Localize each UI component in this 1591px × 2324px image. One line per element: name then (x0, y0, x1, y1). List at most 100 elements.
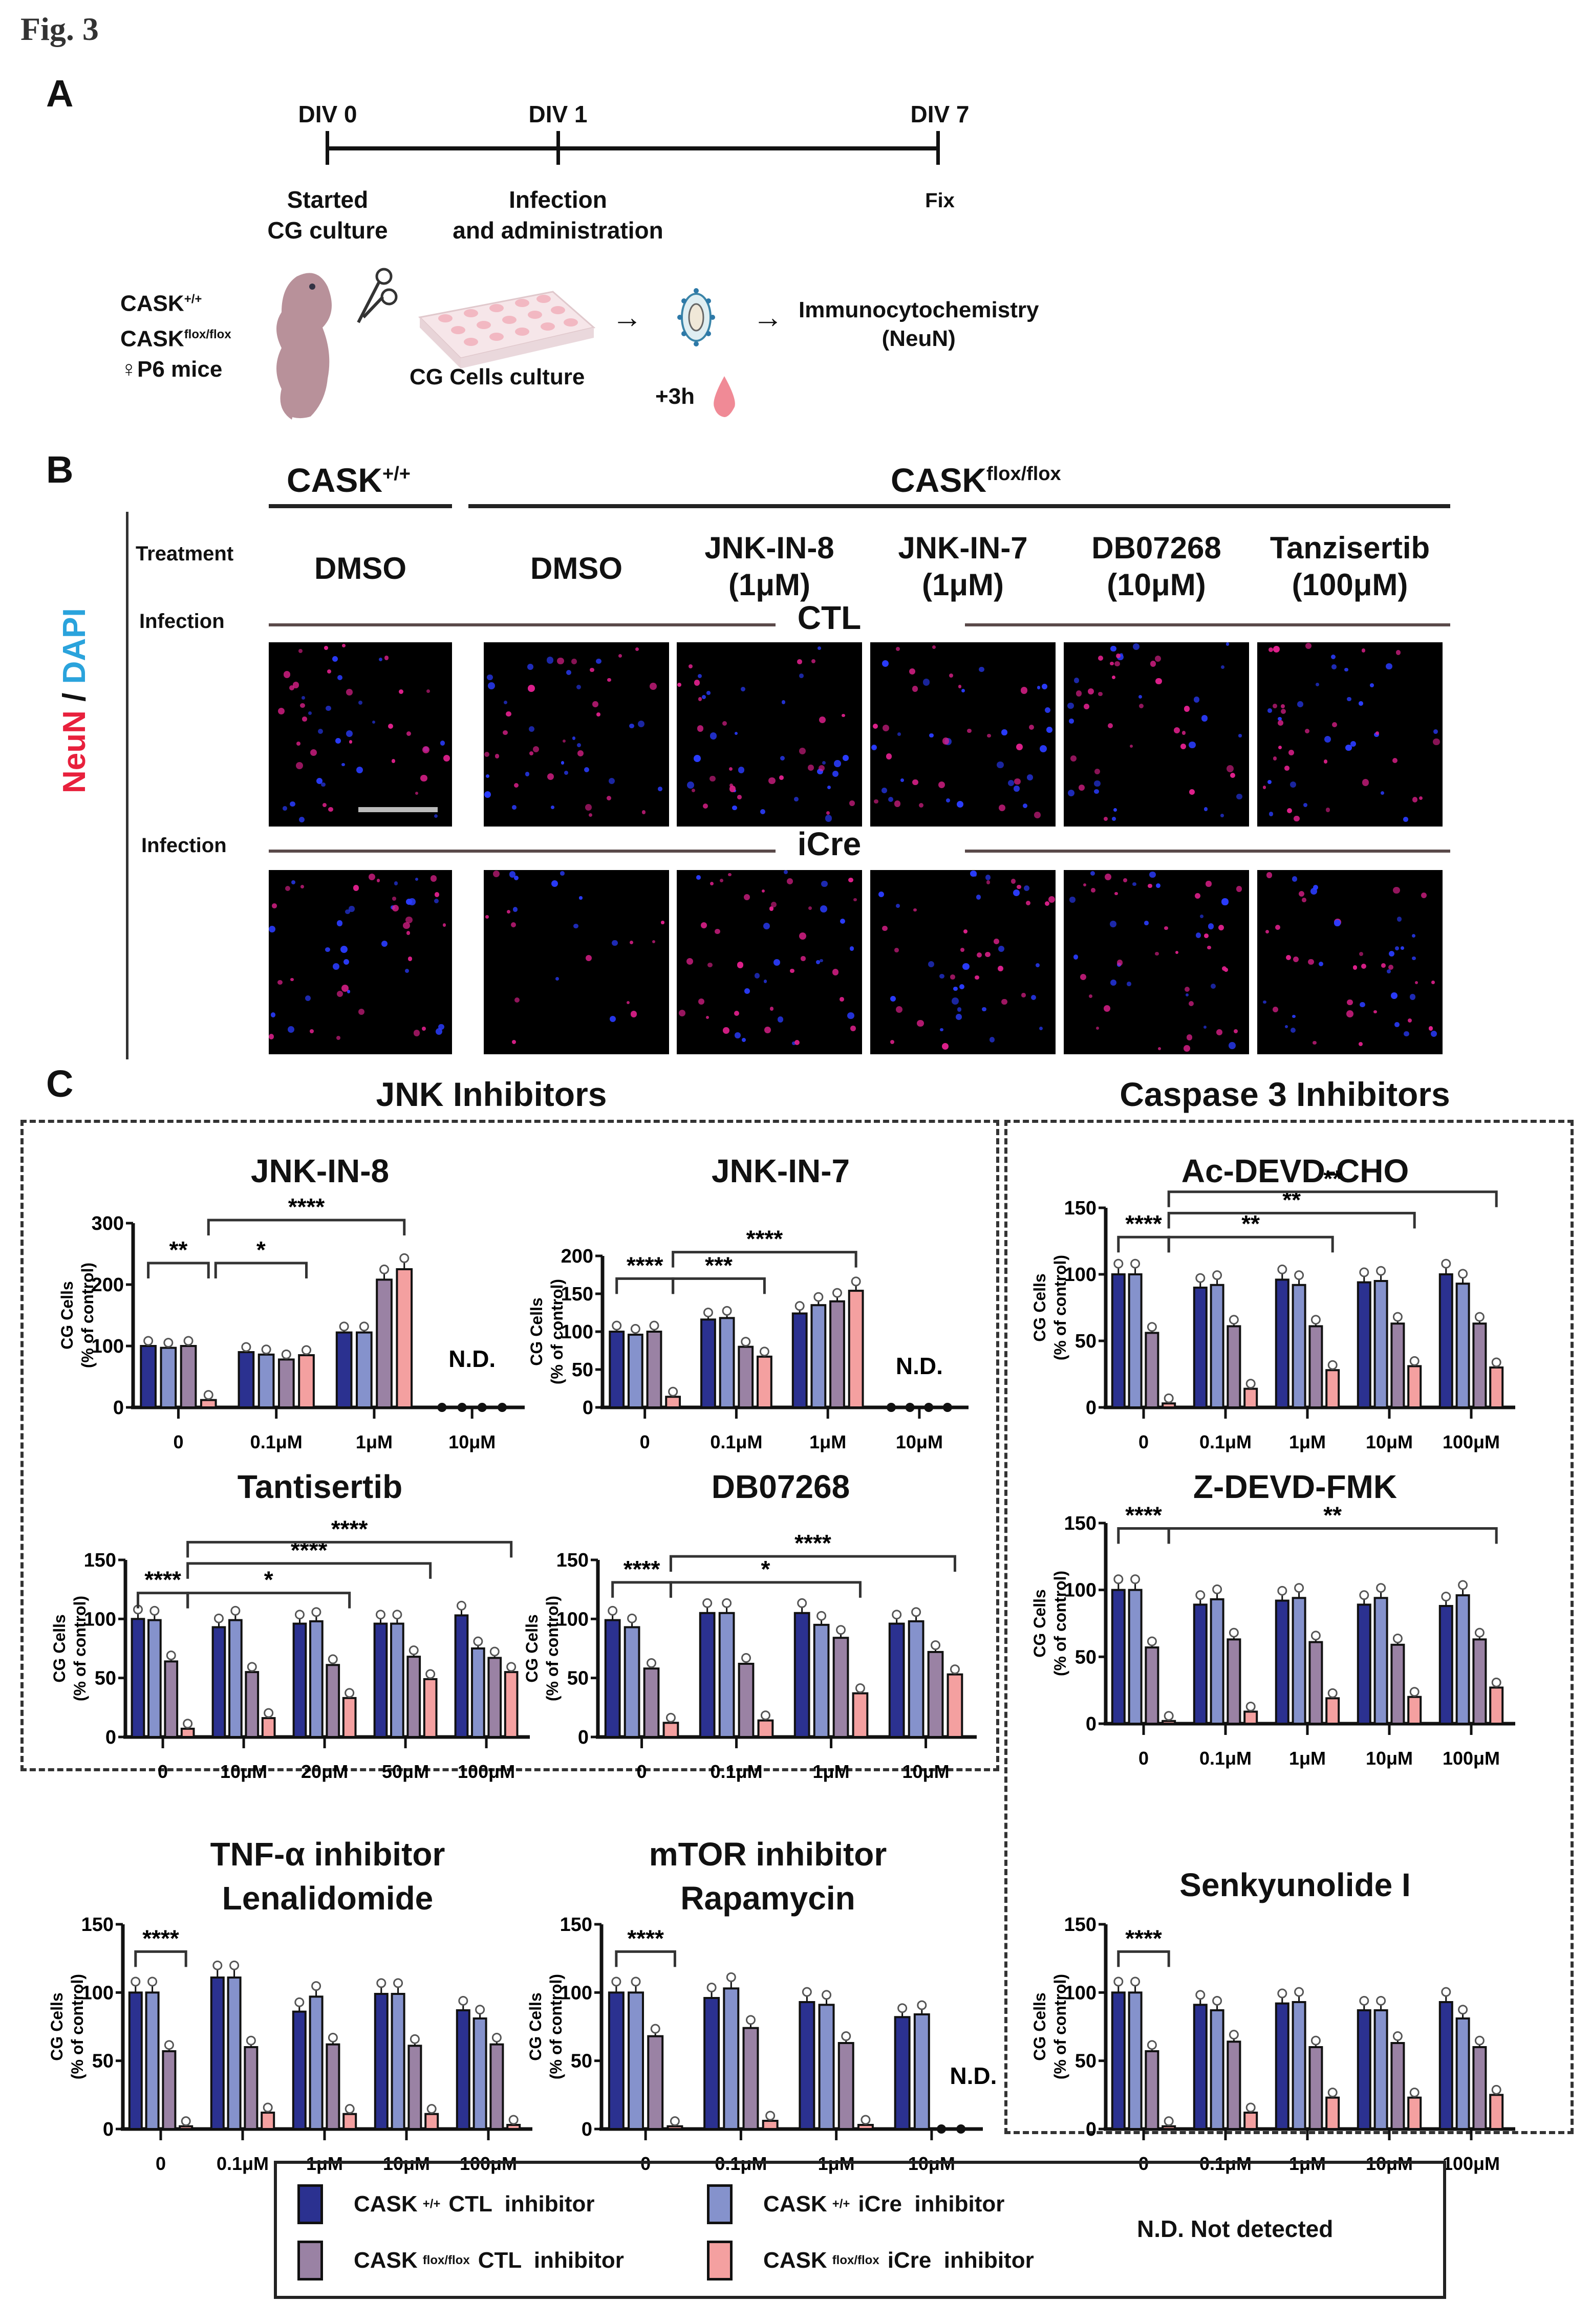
bar (238, 1351, 255, 1408)
data-point (147, 1977, 158, 1987)
significance-stars: ** (169, 1236, 188, 1263)
data-point (861, 2115, 871, 2125)
bar (604, 1619, 621, 1739)
bar (292, 1622, 307, 1738)
data-point (1277, 1264, 1287, 1274)
x-tick-label: 20μM (301, 1761, 348, 1782)
data-point (1164, 2116, 1174, 2126)
y-tick-label: 100 (1064, 1982, 1096, 2004)
data-point (706, 1983, 717, 1993)
bar (608, 1991, 625, 2130)
significance-stars: * (264, 1567, 273, 1593)
data-point (1458, 2005, 1468, 2015)
timeline-tick-1 (556, 131, 560, 165)
data-point (1229, 1627, 1239, 1638)
significance-bracket (1117, 1950, 1170, 1967)
data-point (408, 1645, 419, 1656)
data-point (311, 1607, 321, 1617)
bar (309, 1620, 324, 1738)
y-tick-label: 50 (1075, 2051, 1096, 2072)
x-tick-label: 1μM (1289, 1431, 1326, 1452)
y-tick-label: 0 (582, 2119, 592, 2140)
data-point (611, 1977, 621, 1987)
bar (406, 1656, 421, 1738)
bar (1390, 1643, 1405, 1725)
data-point (1376, 1266, 1386, 1276)
nd-label: N.D. (950, 2062, 997, 2089)
data-point (1294, 1270, 1304, 1280)
significance-bracket (1117, 1235, 1170, 1253)
bar (1193, 1287, 1208, 1408)
data-point (1147, 1322, 1157, 1332)
y-tick-label: 100 (560, 1982, 592, 2004)
bar (1243, 1710, 1258, 1725)
infection-rule-icre-left (269, 850, 776, 853)
panel-a-letter: A (46, 72, 74, 115)
data-point (1195, 1990, 1206, 2000)
data-point (166, 1650, 176, 1661)
significance-stars: *** (705, 1252, 733, 1278)
treatment-dose: (100μM) (1292, 568, 1408, 602)
chart-tantisertib: 0 50 100 150 CG Cells (% of control) 0 10μM 20μM… (50, 1515, 530, 1782)
data-point (649, 1320, 659, 1331)
data-point (183, 1336, 193, 1346)
bar (1472, 2046, 1487, 2130)
bar (1438, 1605, 1453, 1725)
bar (257, 1353, 275, 1408)
data-point (230, 1605, 241, 1616)
x-tick-label: 0.1μM (1199, 1431, 1252, 1452)
panel-b-vertical-rule (126, 512, 128, 1059)
bar (1373, 2009, 1388, 2130)
stain-separator: / (57, 684, 92, 711)
significance-stars: **** (331, 1515, 368, 1542)
x-tick-label: 10μM (902, 1761, 950, 1782)
data-point (345, 1688, 355, 1698)
y-tick-label: 100 (1064, 1580, 1096, 1601)
y-tick-label: 50 (1075, 1331, 1096, 1352)
bar (1373, 1280, 1388, 1408)
data-point (1310, 1315, 1321, 1325)
micrograph-ctl-4 (1064, 642, 1249, 827)
bar (700, 1318, 716, 1408)
significance-stars: ** (1241, 1210, 1260, 1237)
data-point (668, 1386, 678, 1397)
x-tick-label: 0 (637, 1761, 647, 1782)
y-tick-label: 150 (556, 1550, 589, 1571)
significance-bracket (615, 1277, 675, 1294)
y-tick-label: 150 (84, 1550, 116, 1571)
x-tick-label: 0 (1138, 1431, 1149, 1452)
bar (164, 1660, 179, 1738)
bar (1489, 1366, 1504, 1408)
bar (1162, 2125, 1176, 2131)
bar (1128, 1273, 1143, 1408)
y-tick-label: 50 (567, 1668, 589, 1689)
nd-label: N.D. (896, 1353, 943, 1379)
bar (1357, 2009, 1371, 2130)
nd-point (457, 1403, 467, 1412)
mouse-pup-icon (276, 273, 332, 424)
x-tick-label: 0.1μM (711, 1761, 763, 1782)
bar (1407, 1696, 1422, 1725)
data-point (1327, 1688, 1338, 1698)
data-point (1294, 1583, 1304, 1593)
bar (424, 2113, 439, 2131)
bar (228, 1619, 243, 1739)
data-point (1147, 1636, 1157, 1646)
bar (1489, 1686, 1504, 1725)
data-point (1474, 1312, 1485, 1322)
timeline-axis (327, 146, 939, 150)
bar (894, 2016, 911, 2131)
x-tick-label: 0.1μM (1199, 1748, 1252, 1769)
legend-item: CASK flox/flox iCre inhibitor (707, 2241, 1034, 2280)
bar (647, 2035, 664, 2130)
bar (1145, 2050, 1159, 2130)
data-point (631, 1977, 641, 1987)
data-point (131, 1977, 141, 1987)
bar (1438, 1273, 1453, 1408)
nd-point (437, 1403, 447, 1412)
data-point (1294, 1987, 1304, 1997)
data-point (1277, 1988, 1287, 1999)
data-point (917, 2000, 927, 2010)
data-point (425, 1669, 436, 1679)
